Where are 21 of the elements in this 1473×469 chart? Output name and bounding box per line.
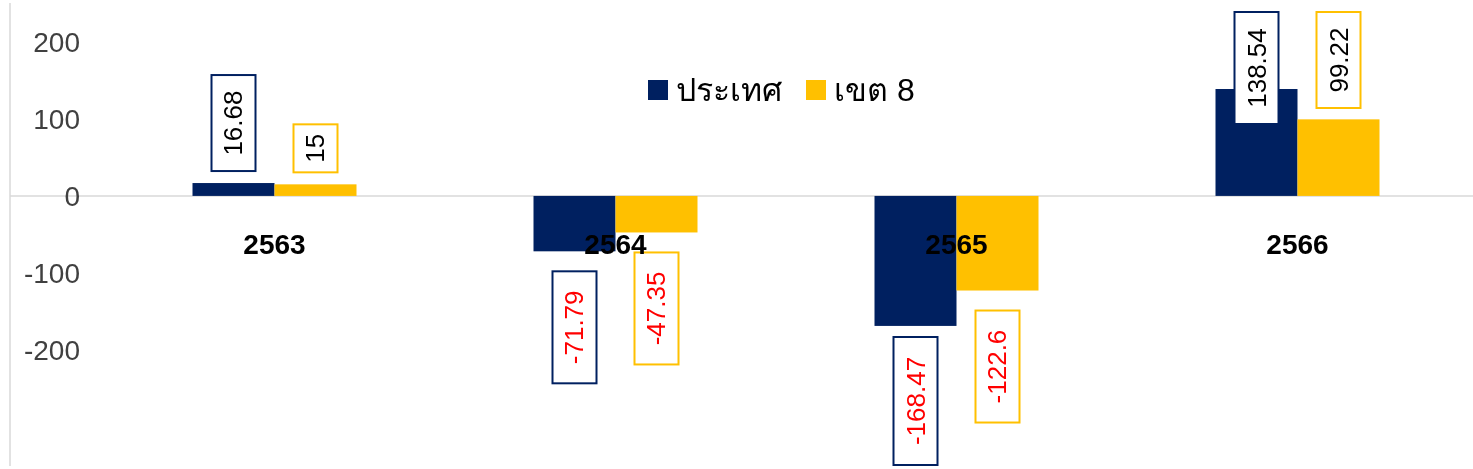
bar <box>615 195 698 233</box>
y-tick-label: 200 <box>33 26 80 58</box>
data-label: 99.22 <box>1323 27 1354 93</box>
bar <box>192 183 275 196</box>
y-tick-label: 0 <box>64 180 80 212</box>
y-tick-label: 100 <box>33 103 80 135</box>
data-label: 15 <box>300 133 331 163</box>
x-tick-label: 2566 <box>1266 229 1329 260</box>
data-label: -122.6 <box>982 329 1013 404</box>
data-label: 16.68 <box>218 90 249 156</box>
data-label: -71.79 <box>559 290 590 365</box>
legend-label: ประเทศ <box>676 72 782 108</box>
data-label: 138.54 <box>1241 28 1272 108</box>
data-label: -168.47 <box>900 356 931 446</box>
bar <box>274 184 357 196</box>
bar <box>1297 119 1380 196</box>
x-tick-label: 2563 <box>243 229 306 260</box>
y-tick-label: -200 <box>23 335 80 367</box>
data-label: -47.35 <box>641 271 672 346</box>
y-tick-label: -100 <box>23 258 80 290</box>
legend-label: เขต 8 <box>834 72 915 108</box>
